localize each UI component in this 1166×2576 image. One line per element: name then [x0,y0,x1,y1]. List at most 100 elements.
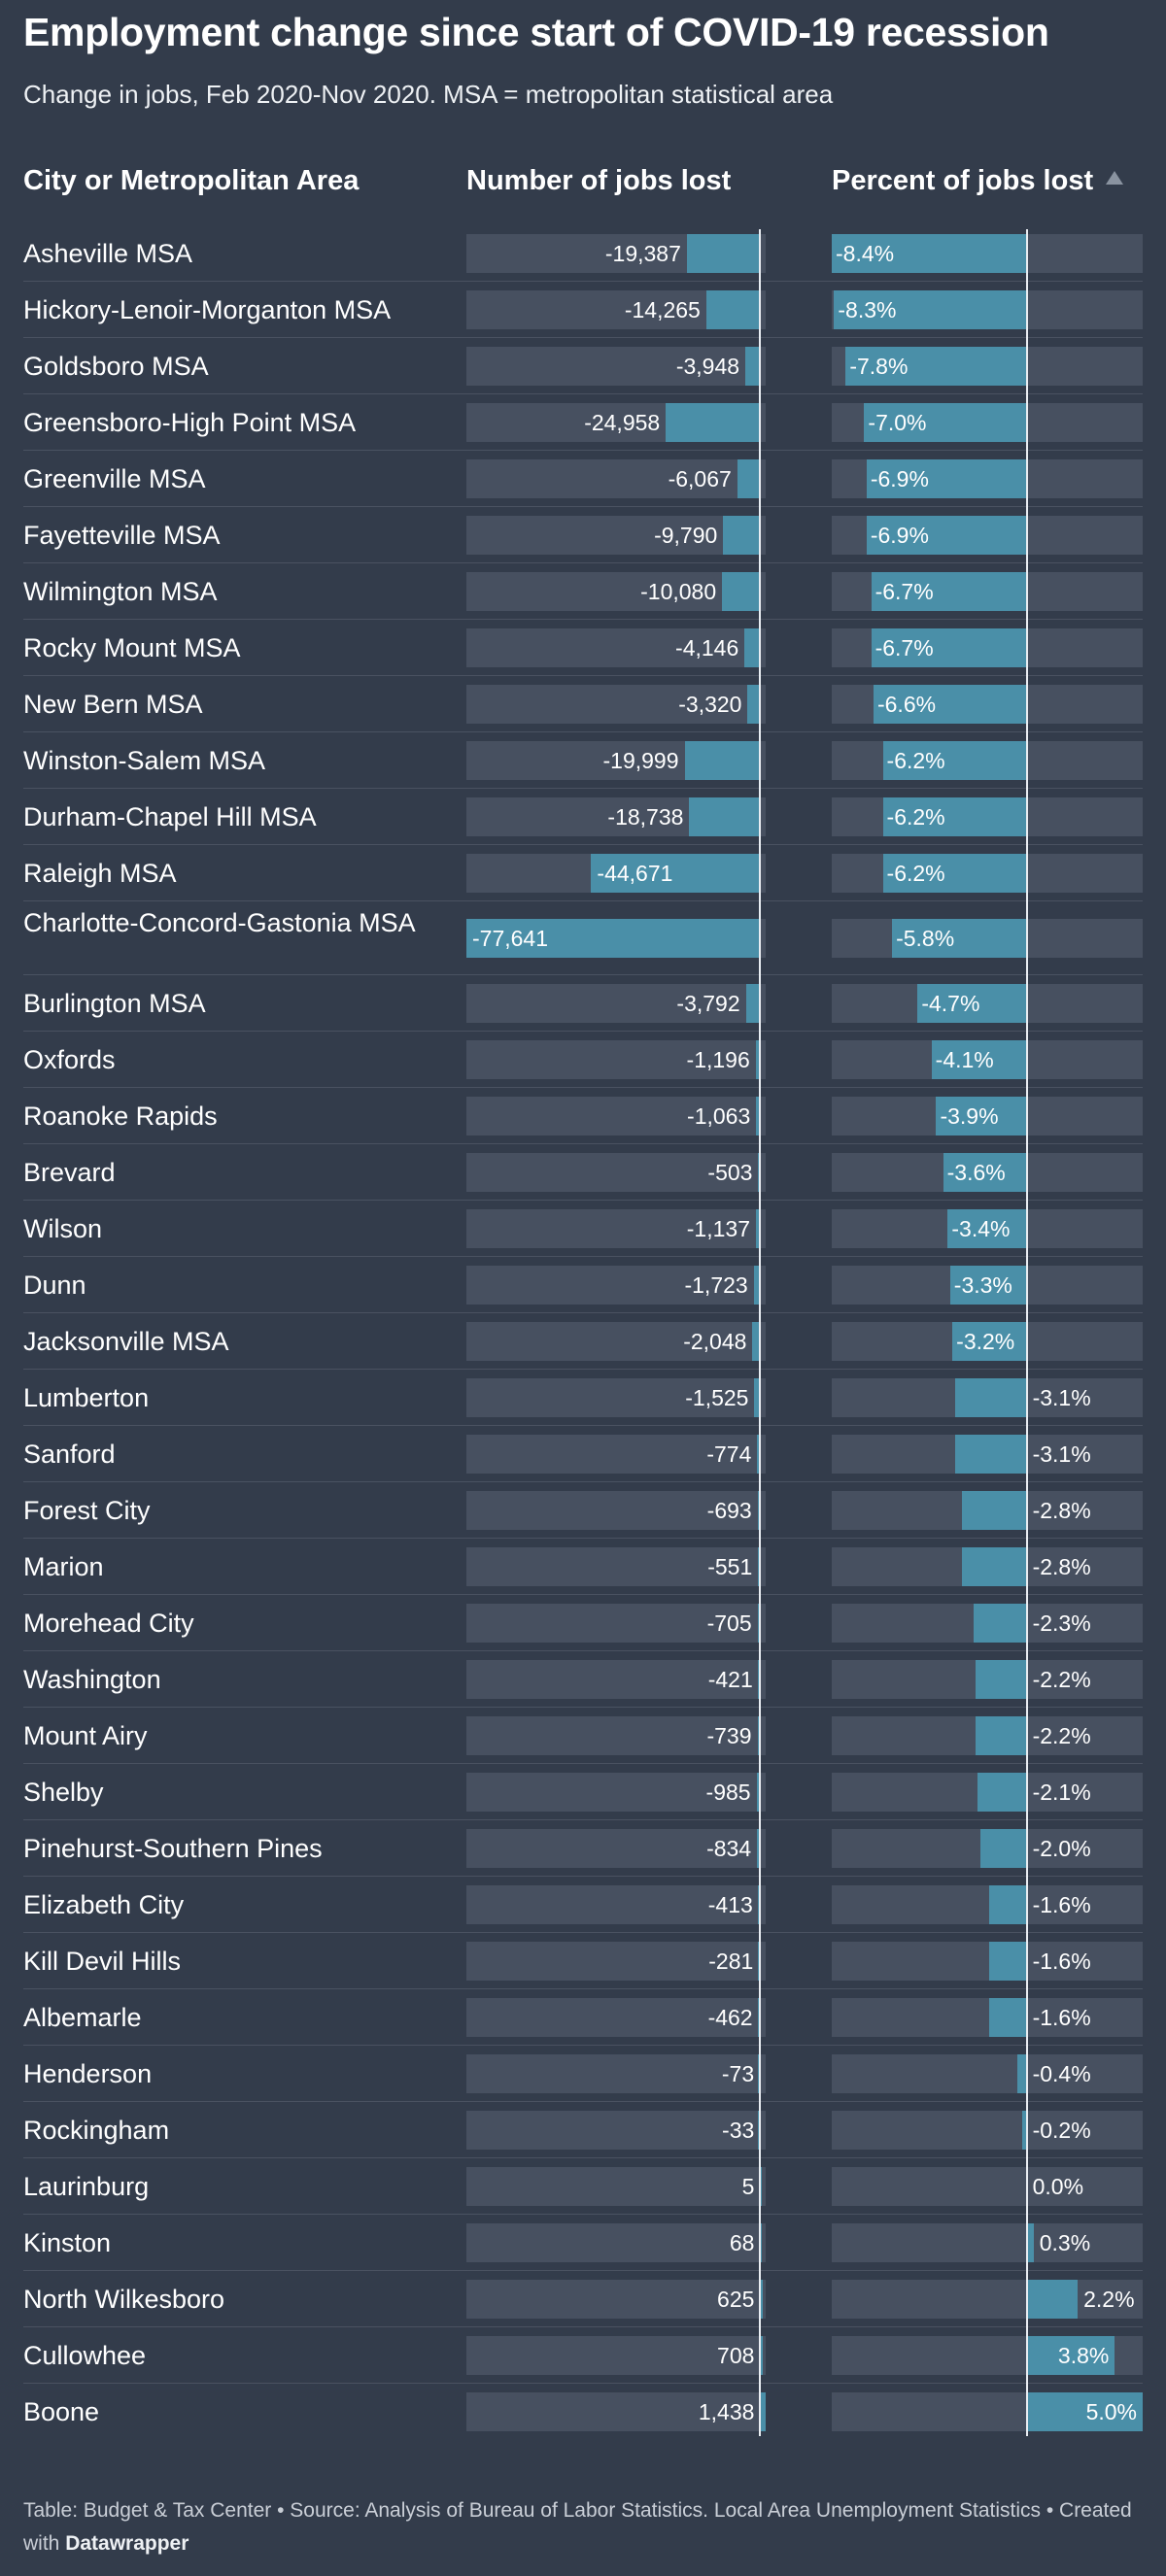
pct-bar [832,234,1027,273]
table-row: Greenville MSA -6,067 -6.9% [0,451,1166,507]
city-name: Winston-Salem MSA [23,746,266,775]
row-divider [23,2045,1143,2046]
jobs-bar-track: -503 [466,1153,766,1192]
city-name: Mount Airy [23,1721,148,1750]
column-header-city[interactable]: City or Metropolitan Area [23,165,360,196]
jobs-bar-track: -1,723 [466,1266,766,1305]
jobs-bar [760,2392,766,2431]
city-name: Boone [23,2397,100,2426]
pct-bar [961,1491,1027,1530]
row-divider [23,1256,1143,1257]
table-row: New Bern MSA -3,320 -6.6% [0,676,1166,732]
table-row: Roanoke Rapids -1,063 -3.9% [0,1088,1166,1144]
jobs-bar-track: -281 [466,1942,766,1981]
city-name: Greenville MSA [23,464,206,493]
pct-bar-track: -0.4% [832,2054,1143,2093]
jobs-label: -73 [721,2061,755,2086]
row-divider [23,1481,1143,1482]
row-divider [23,619,1143,620]
pct-label: -2.2% [1032,1667,1091,1692]
table-row: Winston-Salem MSA -19,999 -6.2% [0,732,1166,789]
jobs-label: -3,948 [675,354,740,379]
jobs-bar-track: 68 [466,2223,766,2262]
jobs-bar-track: -413 [466,1885,766,1924]
jobs-bar-track: -774 [466,1435,766,1474]
jobs-bar-track: -9,790 [466,516,766,555]
jobs-bar [755,1209,761,1248]
jobs-label: -1,525 [685,1385,749,1410]
column-header-jobs[interactable]: Number of jobs lost [466,165,732,196]
jobs-label: -503 [707,1160,753,1185]
row-divider [23,281,1143,282]
jobs-bar-track: -24,958 [466,403,766,442]
pct-bar-track: -3.9% [832,1097,1143,1135]
city-name: Pinehurst-Southern Pines [23,1834,323,1863]
pct-bar-track: -2.3% [832,1604,1143,1643]
pct-bar [1026,2223,1034,2262]
pct-label: -0.2% [1032,2118,1091,2143]
pct-label: -5.8% [896,926,955,951]
city-name: Dunn [23,1271,86,1300]
table-row: Durham-Chapel Hill MSA -18,738 -6.2% [0,789,1166,845]
row-divider [23,562,1143,563]
jobs-bar-track: -18,738 [466,797,766,836]
row-divider [23,450,1143,451]
jobs-label: -985 [705,1779,751,1805]
table-row: Goldsboro MSA -3,948 -7.8% [0,338,1166,394]
jobs-bar-track: -73 [466,2054,766,2093]
jobs-bar-track: 1,438 [466,2392,766,2431]
city-name: Goldsboro MSA [23,352,209,381]
city-name: North Wilkesboro [23,2285,225,2314]
jobs-bar [757,1604,761,1643]
row-divider [23,2157,1143,2158]
table-row: Charlotte-Concord-Gastonia MSA -77,641 -5.… [0,901,1166,975]
table-row: Lumberton -1,525 -3.1% [0,1370,1166,1426]
jobs-label: -421 [707,1667,753,1692]
sort-ascending-icon[interactable] [1106,171,1123,185]
jobs-bar-track: -3,948 [466,347,766,386]
jobs-label: -462 [707,2005,753,2030]
pct-bar [866,516,1027,555]
row-divider [23,1369,1143,1370]
column-header-pct[interactable]: Percent of jobs lost [832,165,1094,196]
city-name: Oxfords [23,1045,116,1074]
city-name: Greensboro-High Point MSA [23,408,357,437]
city-name: Hickory-Lenoir-Morganton MSA [23,295,392,324]
jobs-bar [745,984,761,1023]
row-divider [23,844,1143,845]
pct-bar-track: -8.3% [832,290,1143,329]
pct-label: -2.1% [1032,1779,1091,1805]
pct-bar [976,1660,1027,1699]
table-row: Dunn -1,723 -3.3% [0,1257,1166,1313]
row-divider [23,731,1143,732]
table-row: Albemarle -462 -1.6% [0,1989,1166,2046]
pct-label: -3.1% [1032,1441,1091,1467]
table-row: Rockingham -33 -0.2% [0,2102,1166,2158]
jobs-bar [755,1040,761,1079]
city-name: Morehead City [23,1609,194,1638]
pct-bar [882,854,1027,893]
jobs-bar [686,234,761,273]
table-row: Mount Airy -739 -2.2% [0,1708,1166,1764]
footer-brand[interactable]: Datawrapper [65,2532,189,2555]
city-name: Kill Devil Hills [23,1947,182,1976]
city-name: Jacksonville MSA [23,1327,229,1356]
jobs-label: -3,320 [678,692,742,717]
pct-bar-track: -3.2% [832,1322,1143,1361]
jobs-label: -44,671 [597,861,673,886]
pct-zero-axis [1025,229,1028,2436]
jobs-bar [757,1491,761,1530]
table-row: Oxfords -1,196 -4.1% [0,1032,1166,1088]
jobs-bar [466,919,761,958]
city-name: Shelby [23,1778,104,1807]
table-row: Cullowhee 708 3.8% [0,2327,1166,2384]
jobs-bar-track: -693 [466,1491,766,1530]
pct-bar-track: 2.2% [832,2280,1143,2319]
pct-bar-track: -1.6% [832,1998,1143,2037]
row-divider [23,1200,1143,1201]
jobs-bar-track: -739 [466,1716,766,1755]
pct-bar [947,1209,1027,1248]
jobs-bar [752,1322,761,1361]
pct-bar [976,1716,1027,1755]
